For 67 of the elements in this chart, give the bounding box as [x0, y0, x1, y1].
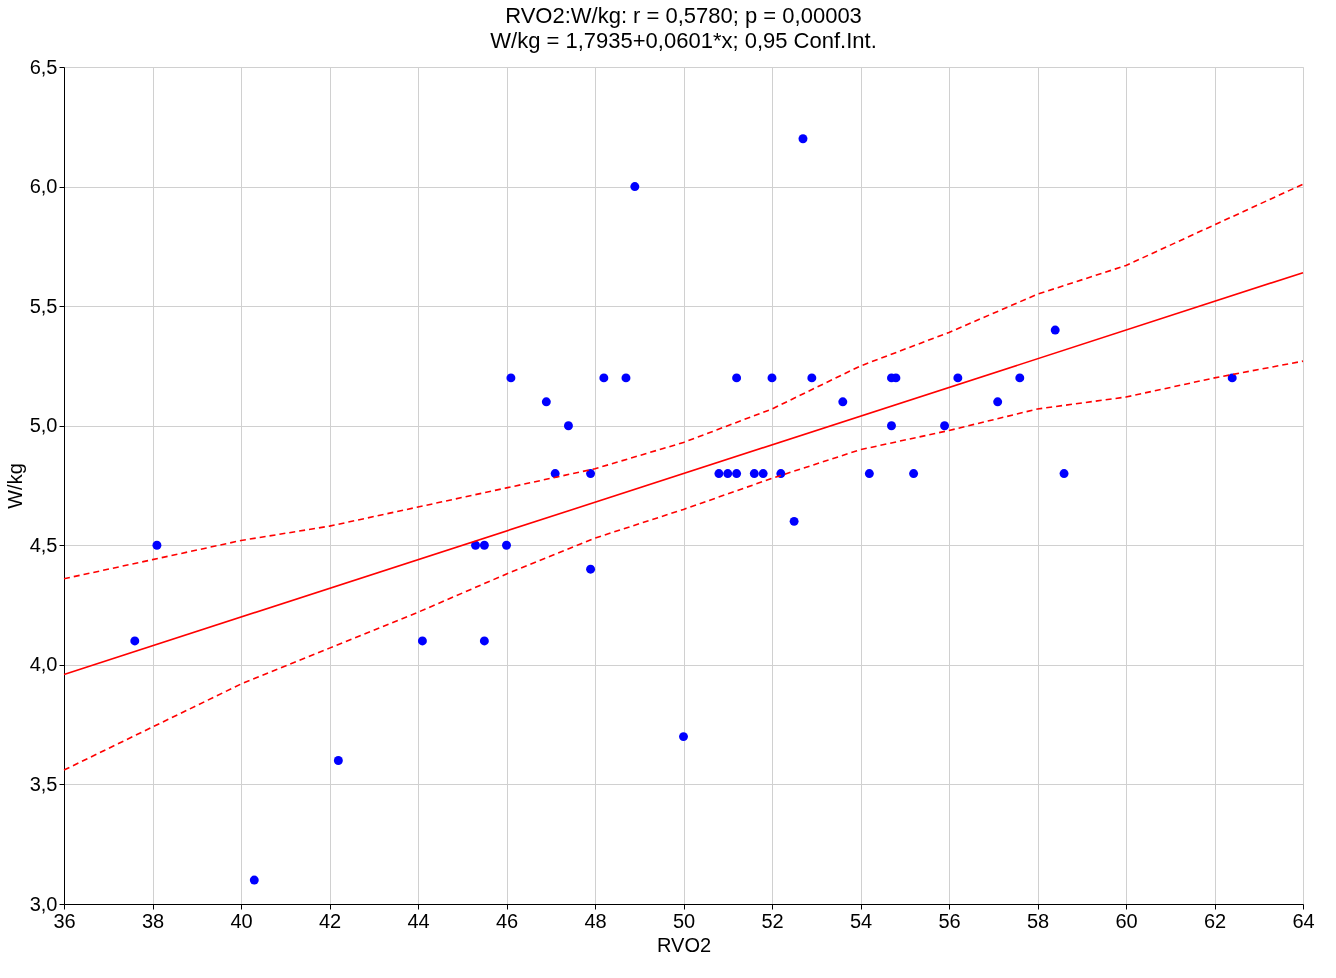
- point: [130, 636, 140, 646]
- point: [586, 469, 596, 479]
- point: [506, 373, 516, 383]
- line-series: [63, 360, 1304, 771]
- point: [993, 397, 1003, 407]
- x-tick-label: 50: [672, 909, 696, 932]
- point: [758, 469, 768, 479]
- point: [789, 516, 799, 526]
- point: [479, 636, 489, 646]
- y-tick-label: 5,0: [29, 414, 58, 437]
- point: [838, 397, 848, 407]
- point: [502, 540, 511, 550]
- point: [586, 564, 596, 574]
- x-tick-label: 40: [230, 909, 253, 932]
- x-tick-label: 46: [495, 909, 519, 932]
- point: [749, 469, 759, 479]
- y-tick-label: 4,5: [29, 533, 58, 556]
- x-tick-label: 52: [761, 909, 784, 932]
- point: [621, 373, 631, 383]
- y-axis-title: W/kg: [3, 463, 26, 509]
- point: [599, 373, 609, 383]
- x-tick-label: 42: [318, 909, 342, 932]
- point: [864, 469, 874, 479]
- y-tick-label: 5,5: [29, 294, 58, 317]
- x-tick-label: 60: [1115, 909, 1138, 932]
- point: [630, 182, 640, 192]
- point: [732, 469, 742, 479]
- x-tick-label: 48: [584, 909, 607, 932]
- chart-subtitle: W/kg = 1,7935+0,0601*x; 0,95 Conf.Int.: [490, 28, 877, 53]
- y-tick-label: 3,0: [29, 892, 58, 915]
- x-axis-title: RVO2: [656, 933, 712, 956]
- x-tick-label: 58: [1026, 909, 1050, 932]
- x-tick-label: 44: [407, 909, 430, 932]
- point: [940, 421, 950, 431]
- point: [909, 469, 919, 479]
- point: [563, 421, 573, 431]
- point: [723, 469, 733, 479]
- x-tick-label: 54: [849, 909, 873, 932]
- point: [732, 373, 742, 383]
- point: [1015, 373, 1025, 383]
- point: [714, 469, 724, 479]
- point: [887, 421, 896, 431]
- point: [1059, 469, 1069, 479]
- point: [471, 540, 480, 550]
- point: [249, 875, 259, 885]
- point: [767, 373, 777, 383]
- point: [807, 373, 817, 383]
- point: [333, 756, 343, 765]
- x-tick-label: 38: [141, 909, 165, 932]
- x-tick-label: 62: [1203, 909, 1227, 932]
- point: [953, 373, 963, 383]
- y-tick-label: 3,5: [29, 772, 58, 795]
- chart-title: RVO2:W/kg: r = 0,5780; p = 0,00003: [505, 3, 862, 28]
- point: [152, 540, 162, 550]
- point: [679, 732, 688, 742]
- point: [479, 540, 489, 550]
- point: [1227, 373, 1237, 383]
- line-series: [63, 183, 1304, 580]
- point: [1050, 325, 1060, 335]
- point: [798, 134, 808, 144]
- point: [541, 397, 551, 407]
- y-tick-label: 4,0: [29, 653, 58, 676]
- x-tick-label: 64: [1292, 909, 1315, 932]
- y-tick-label: 6,5: [29, 55, 58, 78]
- x-tick-label: 56: [938, 909, 961, 932]
- y-tick-label: 6,0: [29, 175, 58, 198]
- point: [417, 636, 427, 646]
